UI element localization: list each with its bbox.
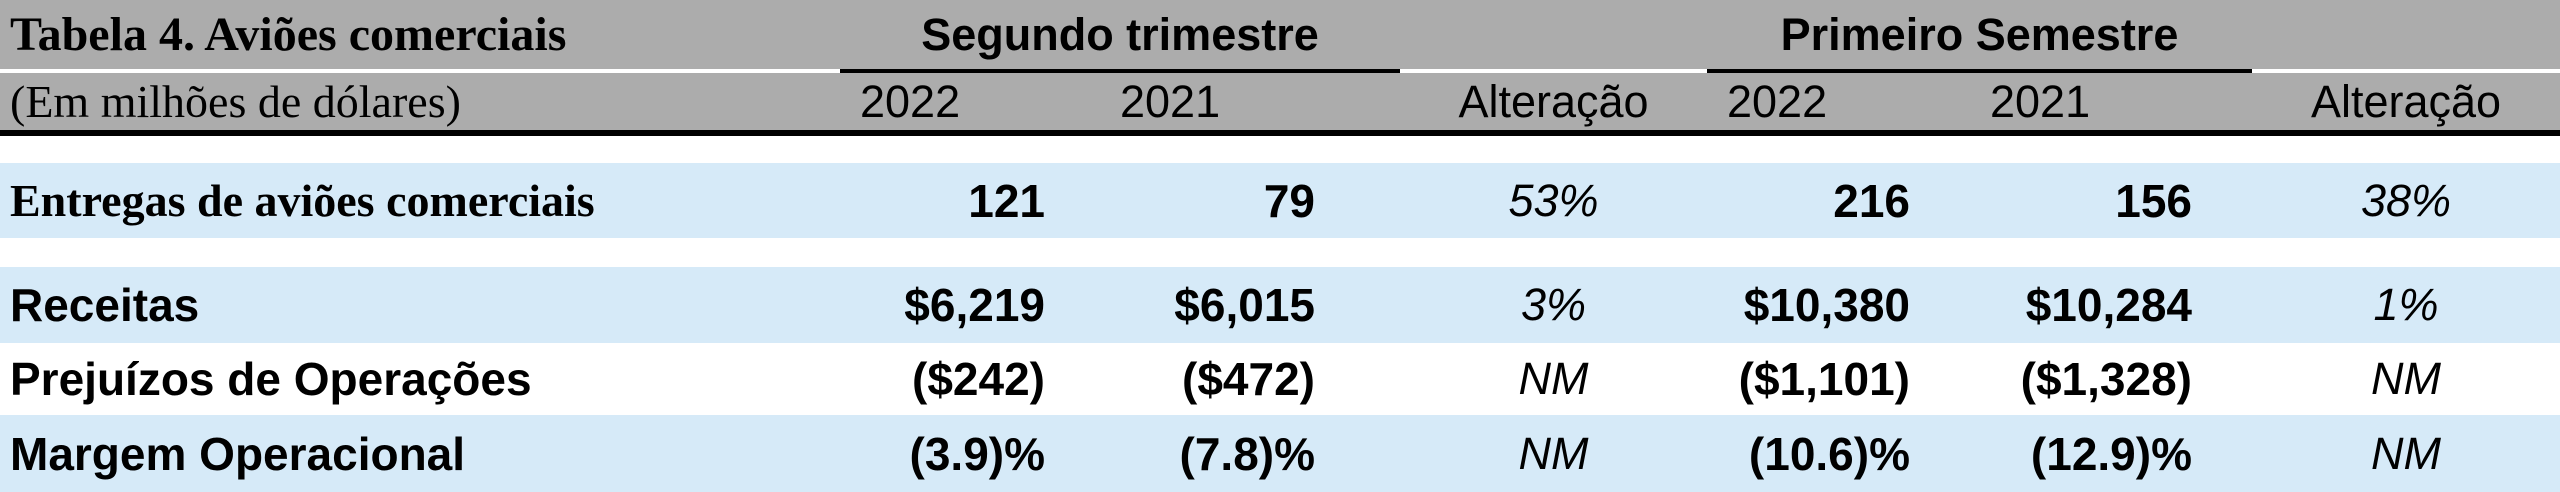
header-spacer [1400,0,1707,73]
column-header-q2-2022: 2022 [840,73,1100,136]
cell-revenues-q2-2022: $6,219 [840,267,1100,343]
table-title: Tabela 4. Aviões comerciais [0,0,840,73]
row-label-operating-margin: Margem Operacional [0,415,840,492]
row-spacer [0,136,2560,163]
row-label-deliveries: Entregas de aviões comerciais [0,163,840,238]
cell-revenues-h1-2022: $10,380 [1707,267,1970,343]
cell-operating-margin-q2-2022: (3.9)% [840,415,1100,492]
column-group-second-quarter: Segundo trimestre [840,0,1400,73]
cell-operating-loss-h1-2022: ($1,101) [1707,343,1970,415]
cell-revenues-h1-change: 1% [2252,267,2560,343]
header-spacer [2252,0,2560,73]
cell-operating-loss-q2-2022: ($242) [840,343,1100,415]
column-header-h1-2021: 2021 [1970,73,2252,136]
column-header-h1-change: Alteração [2252,73,2560,136]
row-spacer [0,238,2560,267]
cell-deliveries-q2-2021: 79 [1100,163,1400,238]
column-header-h1-2022: 2022 [1707,73,1970,136]
cell-operating-loss-q2-change: NM [1400,343,1707,415]
cell-operating-loss-h1-change: NM [2252,343,2560,415]
table-subtitle: (Em milhões de dólares) [0,73,840,136]
cell-revenues-q2-2021: $6,015 [1100,267,1400,343]
cell-deliveries-h1-2021: 156 [1970,163,2252,238]
row-label-revenues: Receitas [0,267,840,343]
cell-deliveries-q2-2022: 121 [840,163,1100,238]
cell-operating-margin-h1-2021: (12.9)% [1970,415,2252,492]
cell-operating-margin-h1-change: NM [2252,415,2560,492]
cell-operating-loss-h1-2021: ($1,328) [1970,343,2252,415]
row-label-operating-loss: Prejuízos de Operações [0,343,840,415]
cell-operating-loss-q2-2021: ($472) [1100,343,1400,415]
cell-revenues-h1-2021: $10,284 [1970,267,2252,343]
cell-operating-margin-q2-change: NM [1400,415,1707,492]
column-header-q2-2021: 2021 [1100,73,1400,136]
cell-deliveries-q2-change: 53% [1400,163,1707,238]
cell-operating-margin-q2-2021: (7.8)% [1100,415,1400,492]
cell-deliveries-h1-2022: 216 [1707,163,1970,238]
cell-operating-margin-h1-2022: (10.6)% [1707,415,1970,492]
column-header-q2-change: Alteração [1400,73,1707,136]
cell-revenues-q2-change: 3% [1400,267,1707,343]
cell-deliveries-h1-change: 38% [2252,163,2560,238]
column-group-first-semester: Primeiro Semestre [1707,0,2252,73]
